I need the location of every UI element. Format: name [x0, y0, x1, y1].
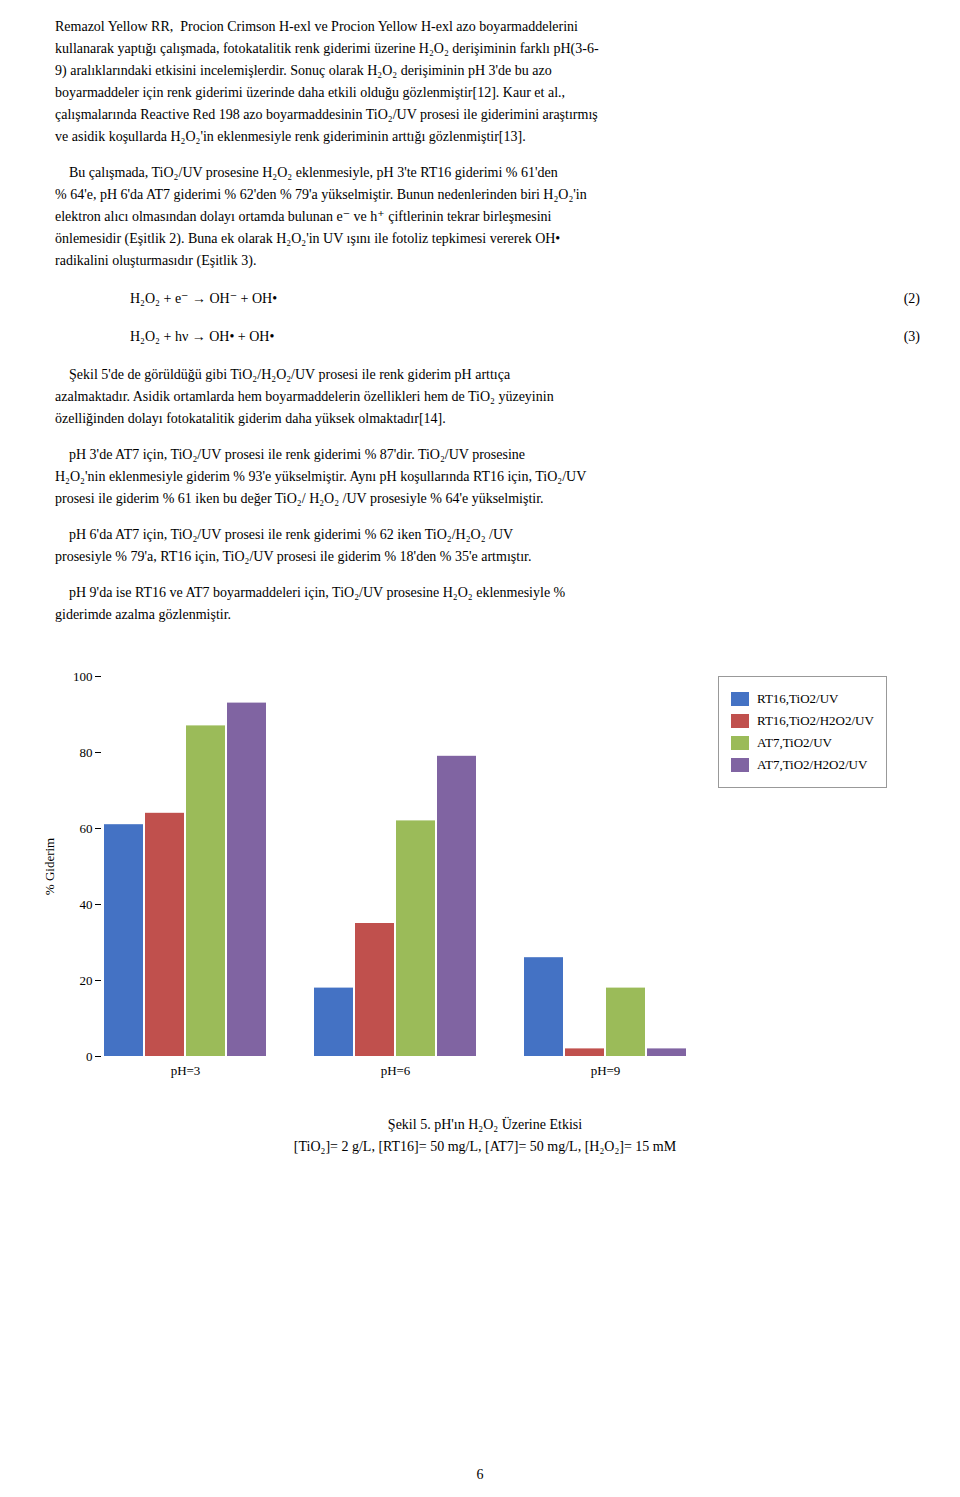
html-text:H₂O₂'nin eklenmesiyle giderim: H₂O₂'nin eklenmesiyle giderim % 93'e yük…: [55, 469, 587, 484]
svg-text:pH=3: pH=3: [171, 1063, 201, 1078]
html-text:RT16,TiO2/H2O2/UV: RT16,TiO2/H2O2/UV: [757, 713, 874, 728]
html-text:giderimde azalma gözlenmiştir.: giderimde azalma gözlenmiştir.: [55, 607, 232, 622]
html-text:(3): (3): [903, 329, 920, 344]
svg-text:0: 0: [86, 1049, 93, 1064]
html-text:H₂O₂ + e⁻ → OH⁻ + OH•: H₂O₂ + e⁻ → OH⁻ + OH•: [130, 291, 278, 306]
html-text:azalmaktadır. Asidik ortamlard: azalmaktadır. Asidik ortamlarda hem boya…: [55, 389, 554, 404]
html-text:9) aralıklarındaki etkisini in: 9) aralıklarındaki etkisini incelemişler…: [55, 63, 552, 78]
html-text:prosesi ile giderim % 61 iken: prosesi ile giderim % 61 iken bu değer T…: [55, 491, 544, 506]
html-text:Şekil 5'de de görüldüğü gibi T: Şekil 5'de de görüldüğü gibi TiO₂/H₂O₂/U…: [55, 367, 511, 382]
html-text:pH 6'da AT7 için, TiO₂/UV pros: pH 6'da AT7 için, TiO₂/UV prosesi ile re…: [55, 527, 514, 542]
html-text:kullanarak yaptığı çalışmada,: kullanarak yaptığı çalışmada, fotokatali…: [55, 41, 599, 56]
html-text:elektron alıcı olmasından dola: elektron alıcı olmasından dolayı ortamda…: [55, 209, 552, 224]
html-text:Şekil 5. pH'ın H₂O₂ Üzerine Et: Şekil 5. pH'ın H₂O₂ Üzerine Etkisi: [387, 1117, 583, 1132]
html-text:boyarmaddeler için renk gideri: boyarmaddeler için renk giderimi üzerind…: [55, 85, 566, 100]
svg-text:40: 40: [80, 897, 93, 912]
html-text:6: 6: [476, 1467, 484, 1482]
svg-text:60: 60: [80, 821, 93, 836]
svg-text:pH=9: pH=9: [591, 1063, 621, 1078]
svg-text:pH=6: pH=6: [381, 1063, 411, 1078]
html-text:RT16,TiO2/UV: RT16,TiO2/UV: [757, 691, 839, 706]
svg-text:20: 20: [80, 973, 93, 988]
html-text:Bu çalışmada, TiO₂/UV prosesin: Bu çalışmada, TiO₂/UV prosesine H₂O₂ ekl…: [55, 165, 558, 180]
html-text:önlemesidir (Eşitlik 2). Buna: önlemesidir (Eşitlik 2). Buna ek olarak …: [55, 231, 561, 246]
svg-text:100: 100: [73, 669, 93, 684]
html-text:ve asidik koşullarda H₂O₂'in e: ve asidik koşullarda H₂O₂'in eklenmesiyl…: [55, 129, 526, 144]
svg-text:80: 80: [80, 745, 93, 760]
html-text:çalışmalarında Reactive Red 19: çalışmalarında Reactive Red 198 azo boya…: [55, 107, 598, 122]
html-text:(2): (2): [903, 291, 920, 306]
html-text:[TiO₂]= 2 g/L, [RT16]= 50 mg/L: [TiO₂]= 2 g/L, [RT16]= 50 mg/L, [AT7]= 5…: [293, 1139, 677, 1154]
html-text:AT7,TiO2/UV: AT7,TiO2/UV: [757, 735, 832, 750]
html-text:pH 9'da ise RT16 ve AT7 boyarm: pH 9'da ise RT16 ve AT7 boyarmaddeleri i…: [55, 585, 566, 600]
html-text:Remazol Yellow RR, Procion Cri: Remazol Yellow RR, Procion Crimson H-exl…: [55, 19, 578, 34]
html-text:prosesiyle % 79'a, RT16 için,: prosesiyle % 79'a, RT16 için, TiO₂/UV pr…: [55, 549, 532, 564]
html-text:özelliğinden dolayı fotokatali: özelliğinden dolayı fotokatalitik gideri…: [55, 411, 446, 426]
html-text:% 64'e, pH 6'da AT7 giderimi %: % 64'e, pH 6'da AT7 giderimi % 62'den % …: [55, 187, 587, 202]
html-text:H₂O₂ + hν → OH• + OH•: H₂O₂ + hν → OH• + OH•: [130, 329, 275, 344]
html-text:radikalini oluşturmasıdır (Eşi: radikalini oluşturmasıdır (Eşitlik 3).: [55, 253, 257, 268]
html-text:pH 3'de AT7 için, TiO₂/UV pros: pH 3'de AT7 için, TiO₂/UV prosesi ile re…: [55, 447, 526, 462]
html-text:AT7,TiO2/H2O2/UV: AT7,TiO2/H2O2/UV: [757, 757, 868, 772]
svg-text:% Giderim: % Giderim: [42, 838, 57, 895]
